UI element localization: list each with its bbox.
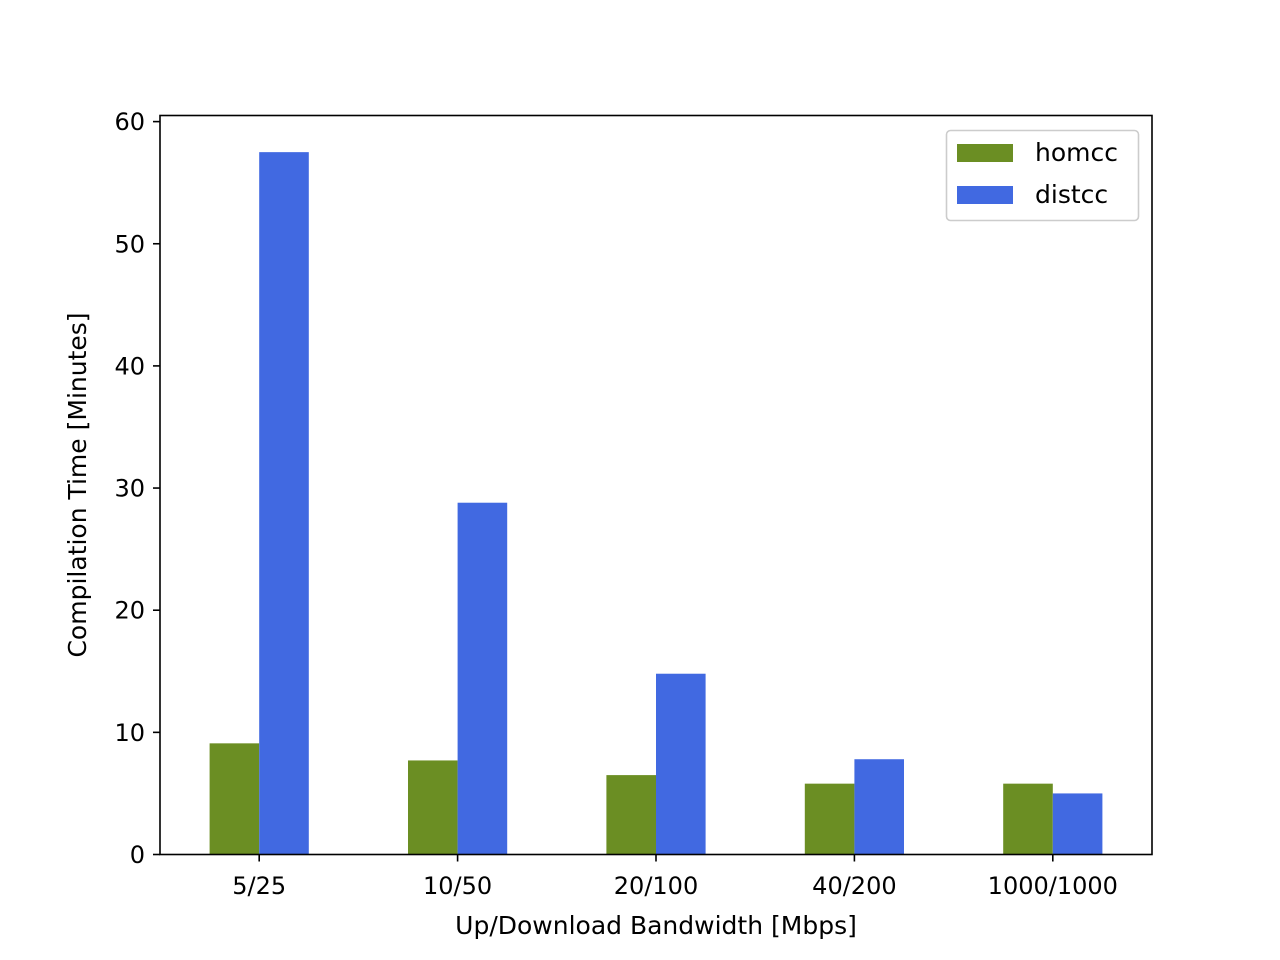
x-axis: 5/25 10/50 20/100 40/200 1000/1000 <box>232 854 1118 900</box>
legend-label-homcc: homcc <box>1035 138 1118 167</box>
x-tick-label: 1000/1000 <box>988 872 1118 900</box>
y-tick-label: 30 <box>114 475 145 503</box>
bar-distcc-10/50 <box>457 502 508 855</box>
bar-distcc-20/100 <box>656 673 706 855</box>
x-tick-label: 5/25 <box>232 872 286 900</box>
y-tick-label: 60 <box>114 108 145 136</box>
x-tick-label: 40/200 <box>812 872 896 900</box>
legend-swatch-distcc <box>957 186 1013 204</box>
bar-distcc-1000/1000 <box>1052 793 1103 855</box>
bar-homcc-20/100 <box>606 775 656 855</box>
legend-label-distcc: distcc <box>1035 180 1108 209</box>
bar-homcc-40/200 <box>804 783 855 855</box>
y-axis: 0 10 20 30 40 50 60 <box>114 108 160 869</box>
bar-homcc-10/50 <box>408 760 458 855</box>
x-axis-label: Up/Download Bandwidth [Mbps] <box>455 911 857 940</box>
bar-homcc-5/25 <box>209 743 260 855</box>
y-tick-label: 0 <box>130 841 145 869</box>
y-tick-label: 20 <box>114 597 145 625</box>
y-tick-label: 50 <box>114 230 145 258</box>
x-tick-label: 20/100 <box>614 872 698 900</box>
legend-swatch-homcc <box>957 144 1013 162</box>
bar-distcc-40/200 <box>854 759 904 855</box>
y-tick-label: 40 <box>114 352 145 380</box>
x-tick-label: 10/50 <box>423 872 492 900</box>
bars-layer <box>209 152 1103 855</box>
bar-distcc-5/25 <box>259 152 309 855</box>
y-axis-label: Compilation Time [Minutes] <box>63 312 92 657</box>
legend: homcc distcc <box>945 129 1140 222</box>
y-tick-label: 10 <box>114 719 145 747</box>
bar-homcc-1000/1000 <box>1003 783 1053 855</box>
